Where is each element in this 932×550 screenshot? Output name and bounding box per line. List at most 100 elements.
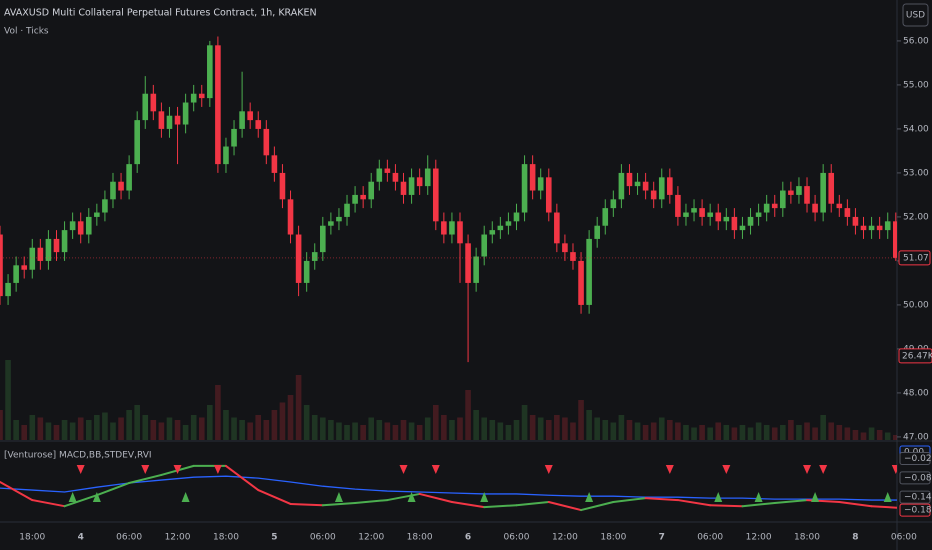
candle-body <box>513 212 520 222</box>
y-tick-label: −0.14 <box>904 493 932 503</box>
candle-body <box>287 199 294 235</box>
candle-body <box>715 212 722 222</box>
buy-signal <box>754 492 763 502</box>
y-tick-label: 53.00 <box>903 168 929 178</box>
volume-bar <box>271 410 278 440</box>
candle-body <box>126 164 132 191</box>
x-tick-label: 12:00 <box>746 533 772 543</box>
buy-signal <box>68 492 77 502</box>
candle-body <box>255 120 262 129</box>
x-tick-label: 18:00 <box>19 533 45 543</box>
sell-signal <box>544 465 553 474</box>
candle-body <box>303 260 310 283</box>
candle-body <box>804 186 810 204</box>
volume-bar <box>675 422 681 440</box>
candle-body <box>675 194 681 217</box>
volume-bar <box>360 425 366 440</box>
candle-body <box>578 260 584 305</box>
sell-signal <box>803 465 812 474</box>
candle-body <box>21 265 28 270</box>
candle-body <box>231 128 237 147</box>
volume-bar <box>513 420 520 440</box>
buy-signal <box>883 492 892 502</box>
candle-body <box>449 221 455 235</box>
candle-body <box>602 208 609 226</box>
volume-bar <box>529 415 536 440</box>
volume-bar <box>844 427 851 440</box>
candle-body <box>723 216 730 222</box>
volume-bar <box>699 425 705 440</box>
volume-bar <box>311 415 318 440</box>
candle-body <box>707 212 713 217</box>
volume-bar <box>449 420 455 440</box>
macd-segment <box>580 501 615 512</box>
candle-body <box>570 252 576 261</box>
volume-bar <box>102 412 108 440</box>
candle-body <box>85 216 92 235</box>
candle-body <box>408 177 415 195</box>
volume-bar <box>336 422 342 440</box>
volume-bar <box>739 425 746 440</box>
candle-body <box>747 216 754 226</box>
candle-body <box>820 172 826 213</box>
candle-body <box>828 172 835 204</box>
candle-body <box>368 181 375 200</box>
volume-bar <box>303 405 310 440</box>
sell-signal <box>431 465 440 474</box>
volume-bar <box>5 360 11 440</box>
volume-bar <box>723 425 730 440</box>
candle-body <box>0 234 3 297</box>
volume-bar <box>295 375 302 440</box>
volume-bar <box>45 422 52 440</box>
candle-body <box>190 93 197 103</box>
candle-body <box>352 194 358 204</box>
candle-body <box>110 181 116 200</box>
volume-bar <box>884 432 891 440</box>
candle-body <box>239 111 245 129</box>
candle-body <box>37 247 44 261</box>
macd-segment <box>128 473 163 484</box>
signal-line <box>0 475 897 501</box>
candle-body <box>788 190 794 195</box>
candle-body <box>336 216 342 222</box>
candle-body <box>868 225 875 231</box>
candle-body <box>311 252 318 261</box>
sell-signal <box>665 465 674 474</box>
buy-signal <box>407 492 416 502</box>
volume-bar <box>328 420 334 440</box>
volume-bar <box>562 417 568 440</box>
volume-marker-box <box>898 348 932 364</box>
macd-segment <box>386 492 421 502</box>
candle-body <box>594 225 600 239</box>
y-tick-label: 48.00 <box>903 388 929 398</box>
volume-bar <box>852 430 859 440</box>
volume-bar <box>610 422 617 440</box>
macd-segment <box>224 464 260 492</box>
macd-segment <box>773 499 809 504</box>
candle-body <box>29 247 36 270</box>
volume-bar <box>578 400 584 440</box>
candle-body <box>392 172 399 182</box>
x-tick-label: 06:00 <box>891 533 917 543</box>
volume-bar <box>223 410 229 440</box>
candle-body <box>320 225 326 253</box>
volume-bar <box>876 430 883 440</box>
volume-bar <box>465 390 471 440</box>
candle-body <box>658 177 665 200</box>
candle-body <box>247 111 253 121</box>
sell-signal <box>722 465 731 474</box>
volume-bar <box>158 422 165 440</box>
volume-bar <box>828 422 835 440</box>
currency-label[interactable]: USD <box>906 11 925 21</box>
macd-segment <box>95 481 131 497</box>
candle-body <box>400 181 407 195</box>
volume-bar <box>77 417 84 440</box>
macd-segment <box>612 497 647 504</box>
volume-bar <box>118 417 124 440</box>
candle-body <box>77 221 84 235</box>
volume-bar <box>215 385 221 440</box>
currency-button[interactable] <box>902 3 929 27</box>
volume-bar <box>771 427 778 440</box>
volume-bar <box>255 415 262 440</box>
sell-signal <box>141 465 150 474</box>
